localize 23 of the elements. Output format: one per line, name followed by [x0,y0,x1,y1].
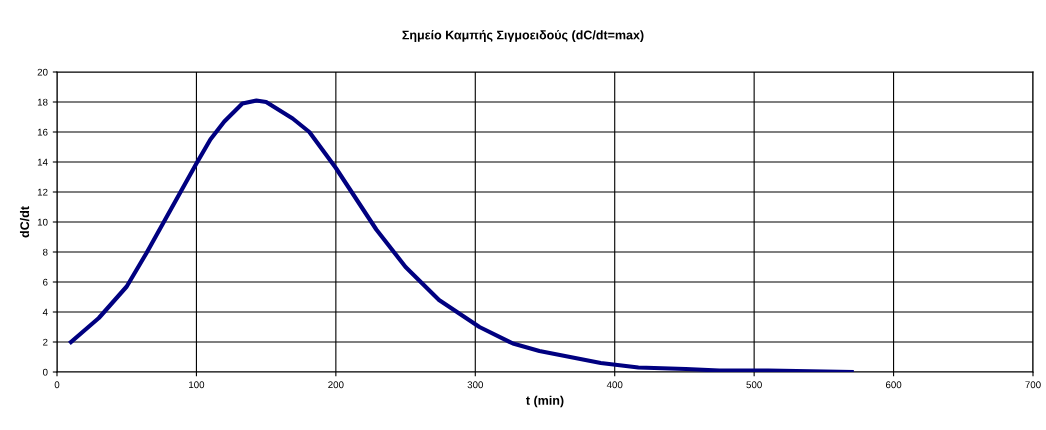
y-tick-label: 18 [37,98,48,106]
line-series [68,98,854,372]
x-tick-label: 100 [189,381,205,389]
y-tick-label: 14 [37,158,48,166]
y-tick-label: 6 [43,278,48,286]
y-tick-label: 12 [37,188,48,196]
y-tick-label: 10 [37,218,48,226]
y-axis-title: dC/dt [19,206,30,238]
chart-title: Σημείο Καμπής Σιγμοειδούς (dC/dt=max) [402,30,644,42]
x-tick-label: 0 [54,381,60,389]
x-tick-label: 700 [1025,381,1041,389]
x-tick-label: 500 [746,381,762,389]
x-tick-label: 200 [328,381,344,389]
y-tick-label: 0 [42,368,48,376]
x-tick-label: 400 [606,381,623,389]
y-tick-label: 16 [37,128,48,136]
y-tick-label: 2 [43,338,48,346]
y-tick-label: 20 [37,68,48,76]
y-tick-label: 8 [42,248,48,256]
x-axis-title: t (min) [526,395,564,408]
x-tick-label: 300 [467,381,484,389]
y-tick-label: 4 [42,308,48,316]
x-tick-label: 600 [885,381,902,389]
